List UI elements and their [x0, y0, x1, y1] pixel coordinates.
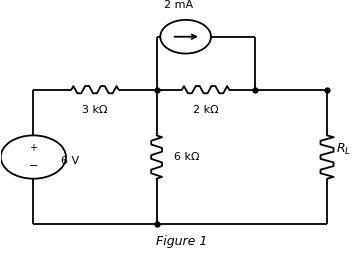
Text: 6 kΩ: 6 kΩ: [174, 152, 199, 162]
Text: Figure 1: Figure 1: [156, 235, 208, 248]
Text: 6 V: 6 V: [60, 156, 79, 166]
Text: −: −: [29, 161, 38, 171]
Text: $R_L$: $R_L$: [336, 142, 351, 157]
Text: 2 mA: 2 mA: [164, 0, 193, 10]
Text: +: +: [29, 143, 37, 153]
Text: 2 kΩ: 2 kΩ: [193, 105, 218, 115]
Text: 3 kΩ: 3 kΩ: [82, 105, 108, 115]
